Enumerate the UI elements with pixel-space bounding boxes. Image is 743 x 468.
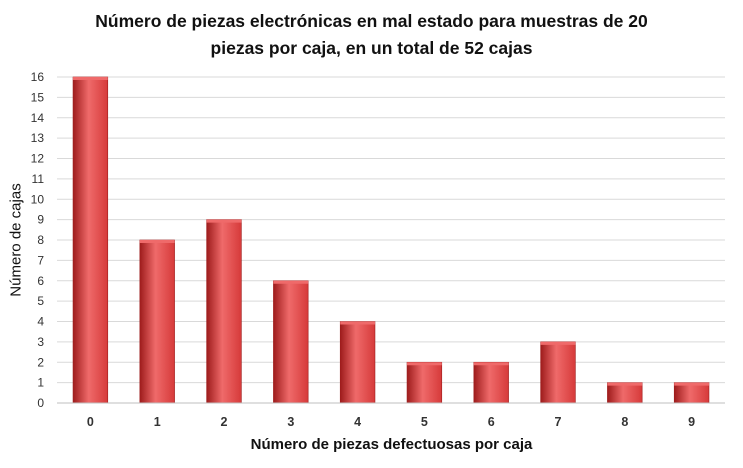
bar-top-highlight bbox=[674, 382, 709, 386]
x-tick-label: 5 bbox=[421, 415, 428, 429]
bar-top-highlight bbox=[340, 321, 375, 325]
y-tick-label: 12 bbox=[31, 152, 45, 166]
bar bbox=[673, 382, 710, 404]
y-tick-label: 5 bbox=[37, 294, 44, 308]
x-tick-label: 2 bbox=[221, 415, 228, 429]
bar-top-highlight bbox=[139, 240, 175, 243]
bar bbox=[139, 239, 175, 404]
y-tick-label: 3 bbox=[37, 335, 44, 349]
bar-top-highlight bbox=[407, 362, 442, 366]
bar-body bbox=[339, 321, 376, 404]
bar-body bbox=[473, 361, 509, 404]
y-tick-label: 0 bbox=[37, 396, 44, 410]
y-tick-label: 9 bbox=[37, 213, 44, 227]
x-tick-label: 3 bbox=[287, 415, 294, 429]
chart-title: Número de piezas electrónicas en mal est… bbox=[40, 8, 703, 62]
y-tick-label: 4 bbox=[37, 315, 44, 329]
bar-body bbox=[139, 239, 175, 404]
bar-top-highlight bbox=[473, 362, 509, 366]
x-axis-ticks: 0 1 2 3 4 5 6 7 8 9 bbox=[87, 415, 695, 429]
y-tick-label: 16 bbox=[31, 70, 45, 84]
bar-body bbox=[607, 382, 643, 404]
x-tick-label: 1 bbox=[154, 415, 161, 429]
bar-body bbox=[406, 361, 443, 404]
x-tick-label: 4 bbox=[354, 415, 361, 429]
y-tick-label: 10 bbox=[31, 192, 45, 206]
y-tick-label: 6 bbox=[37, 274, 44, 288]
x-tick-label: 0 bbox=[87, 415, 94, 429]
bar bbox=[72, 76, 109, 404]
bar-top-highlight bbox=[540, 341, 576, 345]
bar bbox=[607, 382, 643, 404]
chart-title-line-2: piezas por caja, en un total de 52 cajas bbox=[210, 38, 533, 58]
bar-body bbox=[273, 280, 309, 404]
bar bbox=[206, 219, 242, 404]
gridlines bbox=[57, 76, 725, 384]
bar bbox=[473, 361, 509, 404]
y-tick-label: 8 bbox=[37, 233, 44, 247]
bar-top-highlight bbox=[607, 382, 643, 386]
y-tick-label: 7 bbox=[37, 253, 44, 267]
x-tick-label: 6 bbox=[488, 415, 495, 429]
bar bbox=[339, 321, 376, 404]
y-tick-label: 2 bbox=[37, 355, 44, 369]
bar-top-highlight bbox=[73, 77, 108, 80]
bar bbox=[540, 341, 576, 404]
x-axis-label: Número de piezas defectuosas por caja bbox=[250, 436, 533, 453]
bar bbox=[406, 361, 443, 404]
bar-body bbox=[72, 76, 109, 404]
bar-body bbox=[540, 341, 576, 404]
bar-top-highlight bbox=[206, 219, 242, 223]
bars bbox=[72, 76, 710, 404]
y-tick-label: 15 bbox=[31, 90, 45, 104]
y-axis-label: Número de cajas bbox=[7, 183, 25, 297]
bar-top-highlight bbox=[273, 280, 309, 284]
y-tick-label: 1 bbox=[37, 376, 44, 390]
y-tick-label: 11 bbox=[32, 172, 45, 186]
bar bbox=[273, 280, 309, 404]
chart-title-line-1: Número de piezas electrónicas en mal est… bbox=[95, 11, 648, 31]
y-tick-label: 14 bbox=[31, 111, 45, 125]
x-tick-label: 9 bbox=[688, 415, 695, 429]
x-tick-label: 8 bbox=[621, 415, 628, 429]
x-tick-label: 7 bbox=[555, 415, 562, 429]
y-tick-label: 13 bbox=[31, 131, 45, 145]
bar-body bbox=[206, 219, 242, 404]
bar-body bbox=[673, 382, 710, 404]
